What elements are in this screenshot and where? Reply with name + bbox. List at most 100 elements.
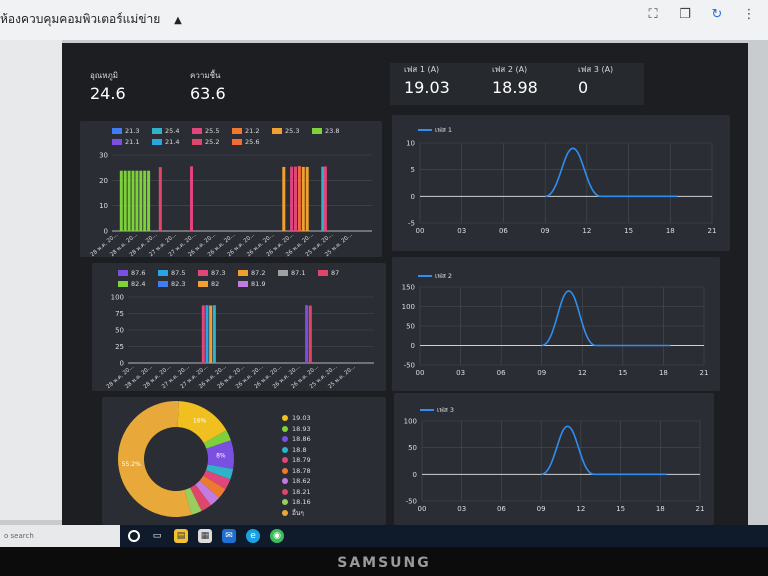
x-tick-label: 09 bbox=[537, 505, 546, 513]
legend-dot bbox=[282, 415, 288, 422]
legend-dot bbox=[282, 457, 288, 464]
legend-label: 21.2 bbox=[245, 127, 260, 135]
legend-swatch bbox=[158, 270, 168, 276]
legend-item[interactable]: 18.16 bbox=[282, 497, 311, 508]
legend-item[interactable]: 18.86 bbox=[282, 434, 311, 445]
stat-value: 0 bbox=[578, 78, 589, 97]
slice-label: 16% bbox=[193, 418, 207, 425]
y-tick-label: 0 bbox=[120, 360, 124, 368]
legend-item[interactable]: 18.93 bbox=[282, 424, 311, 435]
stat-label: เฟส 1 (A) bbox=[404, 65, 440, 74]
pie-slice bbox=[203, 470, 231, 490]
legend-item[interactable]: 82.3 bbox=[158, 280, 192, 288]
chart-legend: เฟส 2 bbox=[418, 271, 452, 281]
legend-item[interactable]: 25.5 bbox=[192, 127, 226, 135]
legend-item[interactable]: 25.6 bbox=[232, 138, 266, 146]
legend-label: 25.2 bbox=[205, 138, 220, 146]
legend-swatch bbox=[232, 139, 242, 145]
legend-item[interactable]: 87.2 bbox=[238, 269, 272, 277]
legend-item[interactable]: 18.79 bbox=[282, 455, 311, 466]
y-tick-label: 50 bbox=[115, 327, 124, 335]
bar bbox=[297, 166, 301, 231]
y-tick-label: 75 bbox=[115, 310, 124, 318]
store-icon[interactable]: ▦ bbox=[198, 529, 212, 543]
more-icon[interactable]: ⋮ bbox=[742, 7, 756, 22]
legend-item[interactable]: 82 bbox=[198, 280, 232, 288]
legend-item[interactable]: 82.4 bbox=[118, 280, 152, 288]
chrome-icon[interactable]: ◉ bbox=[270, 529, 284, 543]
x-tick-label: 09 bbox=[537, 369, 546, 377]
chart-legend: เฟส 1 bbox=[418, 125, 452, 135]
legend-item[interactable]: 87 bbox=[318, 269, 352, 277]
google-drive-icon[interactable]: ▲ bbox=[174, 15, 182, 26]
legend-label: 18.86 bbox=[292, 435, 311, 444]
chart-svg: 16% 8% 55.2% bbox=[118, 401, 234, 517]
copy-icon[interactable]: ❐ bbox=[679, 7, 691, 22]
legend-label: เฟส 3 bbox=[437, 406, 454, 414]
chart-legend: 87.6 87.5 87.3 87.2 87.1 87 82.4 82.3 82 81.9 bbox=[118, 269, 380, 288]
y-tick-label: 20 bbox=[99, 177, 108, 185]
legend-swatch bbox=[278, 270, 288, 276]
legend-label: 87 bbox=[331, 269, 340, 277]
x-tick-label: 06 bbox=[499, 227, 508, 235]
monitor-brand: SAMSUNG bbox=[337, 555, 431, 571]
refresh-icon[interactable]: ↻ bbox=[711, 7, 723, 22]
legend-swatch bbox=[112, 128, 122, 134]
stat-value: 63.6 bbox=[190, 84, 226, 103]
legend-item[interactable]: 87.6 bbox=[118, 269, 152, 277]
legend-item[interactable]: 87.3 bbox=[198, 269, 232, 277]
y-tick-label: 10 bbox=[99, 202, 108, 210]
bar bbox=[143, 170, 147, 231]
legend-item[interactable]: 25.3 bbox=[272, 127, 306, 135]
task-view-icon[interactable]: ▭ bbox=[152, 531, 162, 541]
expand-icon[interactable]: ⛶ bbox=[648, 7, 658, 22]
bar bbox=[190, 166, 193, 231]
legend-item[interactable]: อื่นๆ bbox=[282, 508, 311, 519]
legend-item[interactable]: 18.21 bbox=[282, 487, 311, 498]
legend-dot bbox=[282, 436, 288, 443]
legend-label: 87.5 bbox=[171, 269, 186, 277]
legend-item[interactable]: 21.2 bbox=[232, 127, 266, 135]
legend-item[interactable]: 87.5 bbox=[158, 269, 192, 277]
slice-label: 55.2% bbox=[122, 461, 141, 468]
legend-item[interactable]: 21.1 bbox=[112, 138, 146, 146]
legend-item[interactable]: 81.9 bbox=[238, 280, 272, 288]
y-tick-label: 100 bbox=[402, 303, 415, 311]
legend-item[interactable]: 25.2 bbox=[192, 138, 226, 146]
pie-slice bbox=[205, 464, 234, 480]
legend-item[interactable]: 19.03 bbox=[282, 413, 311, 424]
search-input[interactable]: o search bbox=[4, 532, 34, 540]
monitor-bezel: SAMSUNG bbox=[0, 547, 768, 576]
legend-dot bbox=[282, 509, 288, 516]
legend-swatch bbox=[198, 281, 208, 287]
y-tick-label: 5 bbox=[411, 166, 415, 174]
legend-swatch bbox=[152, 139, 162, 145]
cortana-icon[interactable] bbox=[128, 530, 140, 542]
y-tick-label: -50 bbox=[404, 362, 415, 370]
x-tick-label: 06 bbox=[497, 505, 506, 513]
file-explorer-icon[interactable]: ▤ bbox=[174, 529, 188, 543]
legend-item[interactable]: 23.8 bbox=[312, 127, 346, 135]
legend-item[interactable]: 87.1 bbox=[278, 269, 312, 277]
stat-phase3: เฟส 3 (A) 0 bbox=[578, 63, 613, 97]
legend-label: 25.5 bbox=[205, 127, 220, 135]
slice-label: 8% bbox=[216, 452, 226, 459]
legend-swatch bbox=[192, 139, 202, 145]
legend-swatch bbox=[312, 128, 322, 134]
legend-item[interactable]: 25.4 bbox=[152, 127, 186, 135]
legend-item[interactable]: 21.4 bbox=[152, 138, 186, 146]
legend-label: 25.6 bbox=[245, 138, 260, 146]
pie-slice bbox=[195, 480, 219, 506]
stat-humidity: ความชื้น 63.6 bbox=[190, 69, 226, 103]
phase-donut-chart: 19.03 18.93 18.86 18.8 18.79 18.78 18.62 18.21 1… bbox=[102, 397, 386, 525]
legend-item[interactable]: 18.78 bbox=[282, 466, 311, 477]
legend-label: 23.8 bbox=[325, 127, 340, 135]
legend-item[interactable]: 21.3 bbox=[112, 127, 146, 135]
legend-item[interactable]: 18.8 bbox=[282, 445, 311, 456]
mail-icon[interactable]: ✉ bbox=[222, 529, 236, 543]
pie-slice bbox=[190, 484, 211, 512]
legend-item[interactable]: 18.62 bbox=[282, 476, 311, 487]
edge-icon[interactable]: e bbox=[246, 529, 260, 543]
